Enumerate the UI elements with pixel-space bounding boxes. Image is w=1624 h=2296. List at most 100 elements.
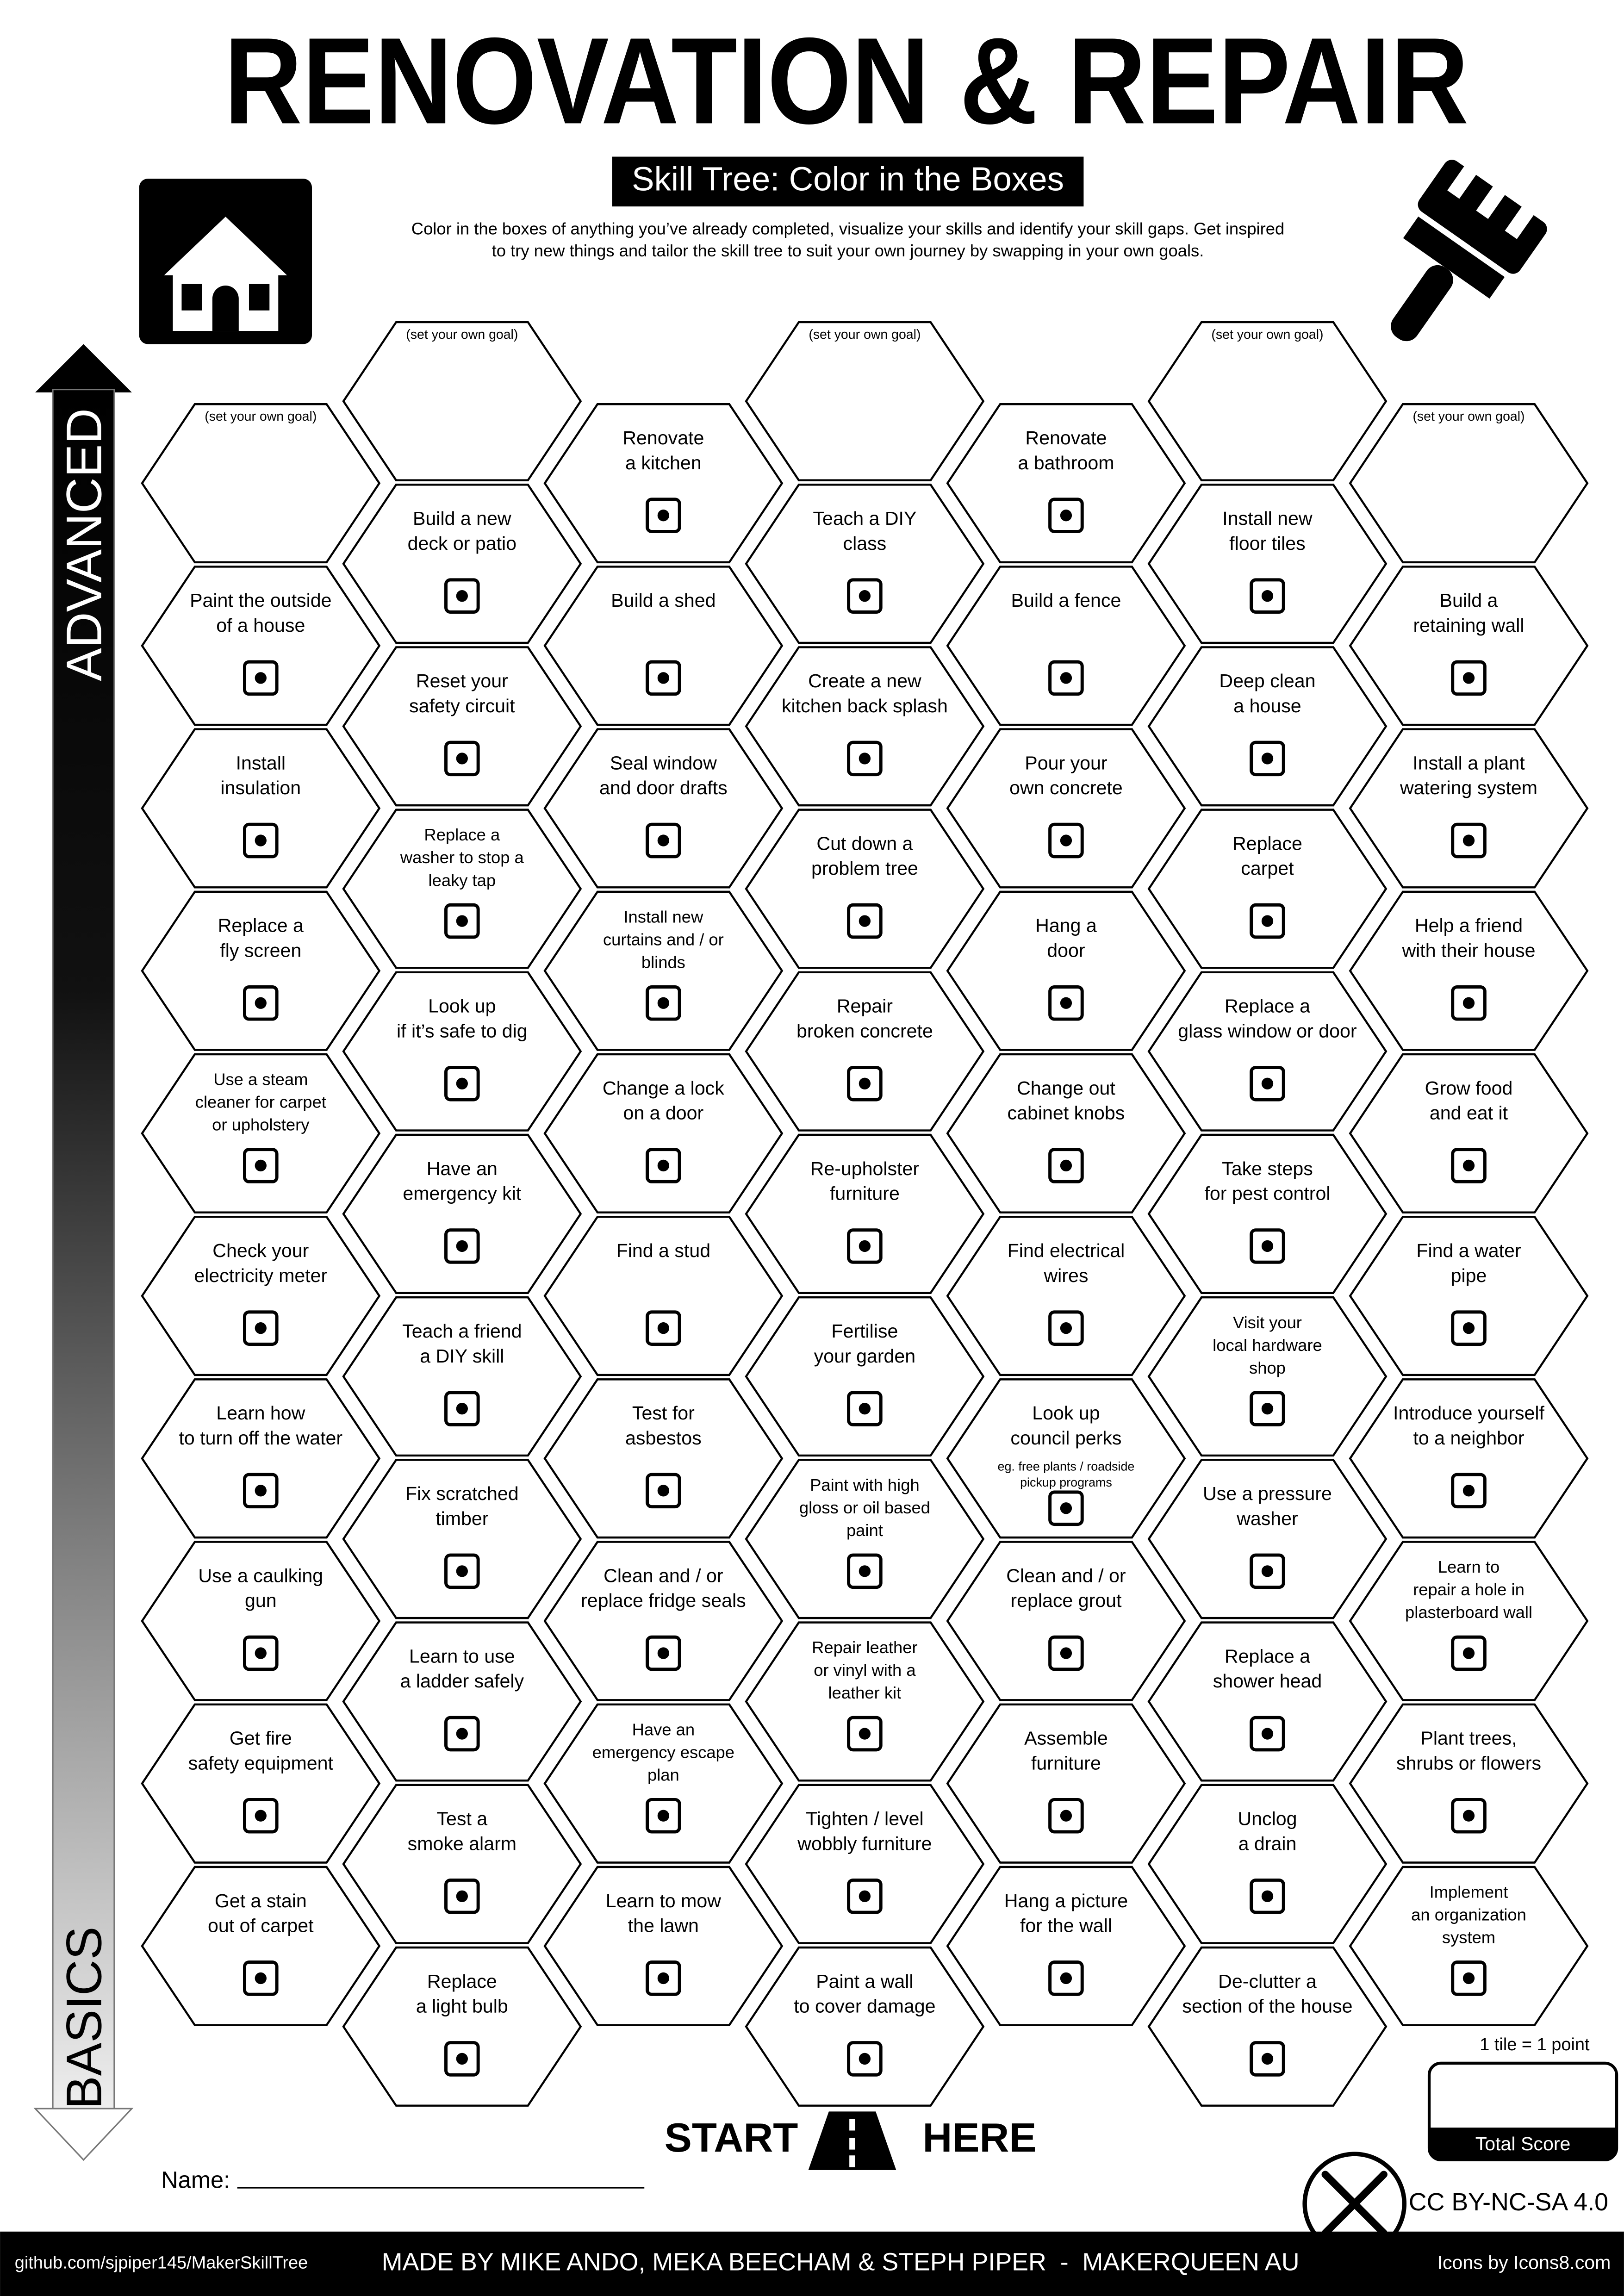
skill-tile: Fertilise your garden <box>745 1296 985 1457</box>
tile-hexagon <box>543 1053 784 1213</box>
tile-label: safety circuit <box>409 695 515 716</box>
tile-label: timber <box>436 1508 489 1529</box>
tile-label: curtains and / or <box>603 930 724 949</box>
tile-icon <box>1451 1148 1487 1183</box>
tile-icon <box>243 985 279 1021</box>
skill-tile: Install new floor tiles <box>1147 484 1388 644</box>
tile-icon <box>444 2041 480 2077</box>
tile-label: Install new <box>1222 508 1313 529</box>
tile-label: Re-upholster <box>810 1158 920 1179</box>
intro-line: Color in the boxes of anything you’ve al… <box>411 219 1284 238</box>
skill-tile: Clean and / or replace grout <box>946 1541 1186 1701</box>
tile-icon <box>1451 985 1487 1021</box>
tile-icon <box>646 498 681 533</box>
tile-hexagon <box>946 566 1186 726</box>
skill-tile: Fix scratched timber <box>342 1459 582 1619</box>
skill-tile: (set your own goal) <box>745 321 985 481</box>
tile-hexagon <box>342 321 582 481</box>
skill-tile: Reset your safety circuit <box>342 646 582 807</box>
tile-icon <box>1250 578 1285 614</box>
tile-label: smoke alarm <box>408 1833 516 1854</box>
skill-tile: Replace carpet <box>1147 809 1388 969</box>
tile-hexagon <box>745 646 985 807</box>
tile-label: Deep clean <box>1219 670 1315 691</box>
tile-label: safety equipment <box>188 1752 334 1773</box>
tile-label: for pest control <box>1204 1183 1330 1204</box>
tile-label: shop <box>1249 1358 1286 1377</box>
tile-label: a ladder safely <box>400 1670 524 1692</box>
tile-label: a DIY skill <box>420 1345 504 1367</box>
tile-label: (set your own goal) <box>809 327 921 342</box>
tile-label: a kitchen <box>625 452 702 473</box>
skill-tile: Take steps for pest control <box>1147 1133 1388 1294</box>
score-band <box>1429 2128 1617 2160</box>
tile-hexagon <box>1349 890 1589 1051</box>
tile-label: Hang a picture <box>1004 1890 1128 1911</box>
tile-hexagon <box>141 1866 381 2026</box>
tile-hexagon <box>1349 1378 1589 1539</box>
tile-icon <box>1451 1635 1487 1671</box>
skill-tile: Build a retaining wall <box>1349 566 1589 726</box>
tile-label: and door drafts <box>599 777 728 798</box>
tile-label: Fix scratched <box>405 1483 519 1504</box>
tile-label: carpet <box>1241 858 1294 879</box>
tile-label: gloss or oil based <box>799 1498 930 1517</box>
skill-tile: (set your own goal) <box>1349 403 1589 564</box>
tile-icon <box>444 1391 480 1426</box>
skill-tile: Cut down a problem tree <box>745 809 985 969</box>
tile-hexagon <box>1349 1541 1589 1701</box>
tile-label: fly screen <box>220 940 301 961</box>
tile-label: Install new <box>623 907 703 926</box>
tile-label: Repair leather <box>812 1638 917 1657</box>
tile-label: Replace a <box>1225 996 1310 1017</box>
tile-label: emergency escape <box>592 1742 734 1761</box>
tile-label: Hang a <box>1035 915 1097 936</box>
tile-label: Renovate <box>622 427 704 448</box>
tile-icon <box>444 1878 480 1914</box>
tile-hexagon <box>342 1133 582 1294</box>
tile-hexagon <box>342 1946 582 2107</box>
tile-hexagon <box>745 1459 985 1619</box>
tile-hexagon <box>543 1378 784 1539</box>
tile-icon-dot <box>255 1972 267 1985</box>
skill-tile: Re-upholster furniture <box>745 1133 985 1294</box>
skill-tile: Help a friend with their house <box>1349 890 1589 1051</box>
tile-label: Have an <box>632 1720 695 1739</box>
tile-label: Change a lock <box>603 1077 724 1099</box>
intro-line: to try new things and tailor the skill t… <box>492 241 1204 260</box>
tile-label: to cover damage <box>794 1996 935 2017</box>
skill-tile: Grow food and eat it <box>1349 1053 1589 1213</box>
skill-tile: Hang a picture for the wall <box>946 1866 1186 2026</box>
tile-label: Find a stud <box>616 1240 710 1261</box>
tile-label: the lawn <box>628 1915 699 1936</box>
tile-icon <box>646 822 681 859</box>
tile-icon-dot <box>1462 672 1475 684</box>
skill-tile: Test for asbestos <box>543 1378 784 1539</box>
tile-label: Test a <box>436 1808 487 1829</box>
skill-tile: Renovate a kitchen <box>543 403 784 564</box>
tile-label: for the wall <box>1020 1915 1112 1936</box>
tile-icon <box>1250 1391 1285 1426</box>
skill-tile: Have an emergency escape plan <box>543 1703 784 1864</box>
skill-tile: Build a shed <box>543 566 784 726</box>
skill-tile: Renovate a bathroom <box>946 403 1186 564</box>
tile-icon-dot <box>1261 753 1274 765</box>
tile-label: gun <box>245 1590 277 1611</box>
tile-icon-dot <box>255 834 267 846</box>
tile-label: replace fridge seals <box>581 1590 746 1611</box>
tile-label: to a neighbor <box>1413 1427 1524 1449</box>
skill-tile: Test a smoke alarm <box>342 1784 582 1944</box>
tile-hexagon <box>141 1541 381 1701</box>
tile-label: on a door <box>623 1102 703 1124</box>
tile-hexagon <box>1349 728 1589 889</box>
tile-icon-dot <box>1261 2053 1274 2065</box>
tile-icon-dot <box>255 997 267 1009</box>
tile-icon <box>646 1310 681 1346</box>
start-label: START <box>665 2115 798 2160</box>
tile-icon <box>243 1635 279 1671</box>
tile-icon-dot <box>657 1647 670 1659</box>
tile-label: Clean and / or <box>1006 1565 1126 1586</box>
tile-icon-dot <box>859 1728 871 1740</box>
skill-tile: Look up council perks eg. free plants / ro… <box>946 1378 1186 1539</box>
